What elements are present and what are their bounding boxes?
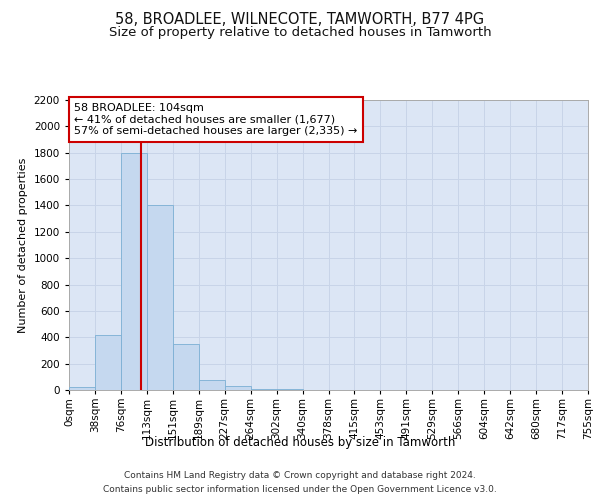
Text: Distribution of detached houses by size in Tamworth: Distribution of detached houses by size … [145,436,455,449]
Bar [95,334,121,390]
Bar [251,388,277,390]
Bar [225,386,251,390]
Bar [147,206,173,390]
Bar [173,344,199,390]
Text: 58, BROADLEE, WILNECOTE, TAMWORTH, B77 4PG: 58, BROADLEE, WILNECOTE, TAMWORTH, B77 4… [115,12,485,28]
Bar [121,152,147,390]
Text: 58 BROADLEE: 104sqm
← 41% of detached houses are smaller (1,677)
57% of semi-det: 58 BROADLEE: 104sqm ← 41% of detached ho… [74,103,358,136]
Text: Contains public sector information licensed under the Open Government Licence v3: Contains public sector information licen… [103,484,497,494]
Bar [199,380,224,390]
Text: Contains HM Land Registry data © Crown copyright and database right 2024.: Contains HM Land Registry data © Crown c… [124,472,476,480]
Text: Size of property relative to detached houses in Tamworth: Size of property relative to detached ho… [109,26,491,39]
Y-axis label: Number of detached properties: Number of detached properties [18,158,28,332]
Bar [69,388,95,390]
